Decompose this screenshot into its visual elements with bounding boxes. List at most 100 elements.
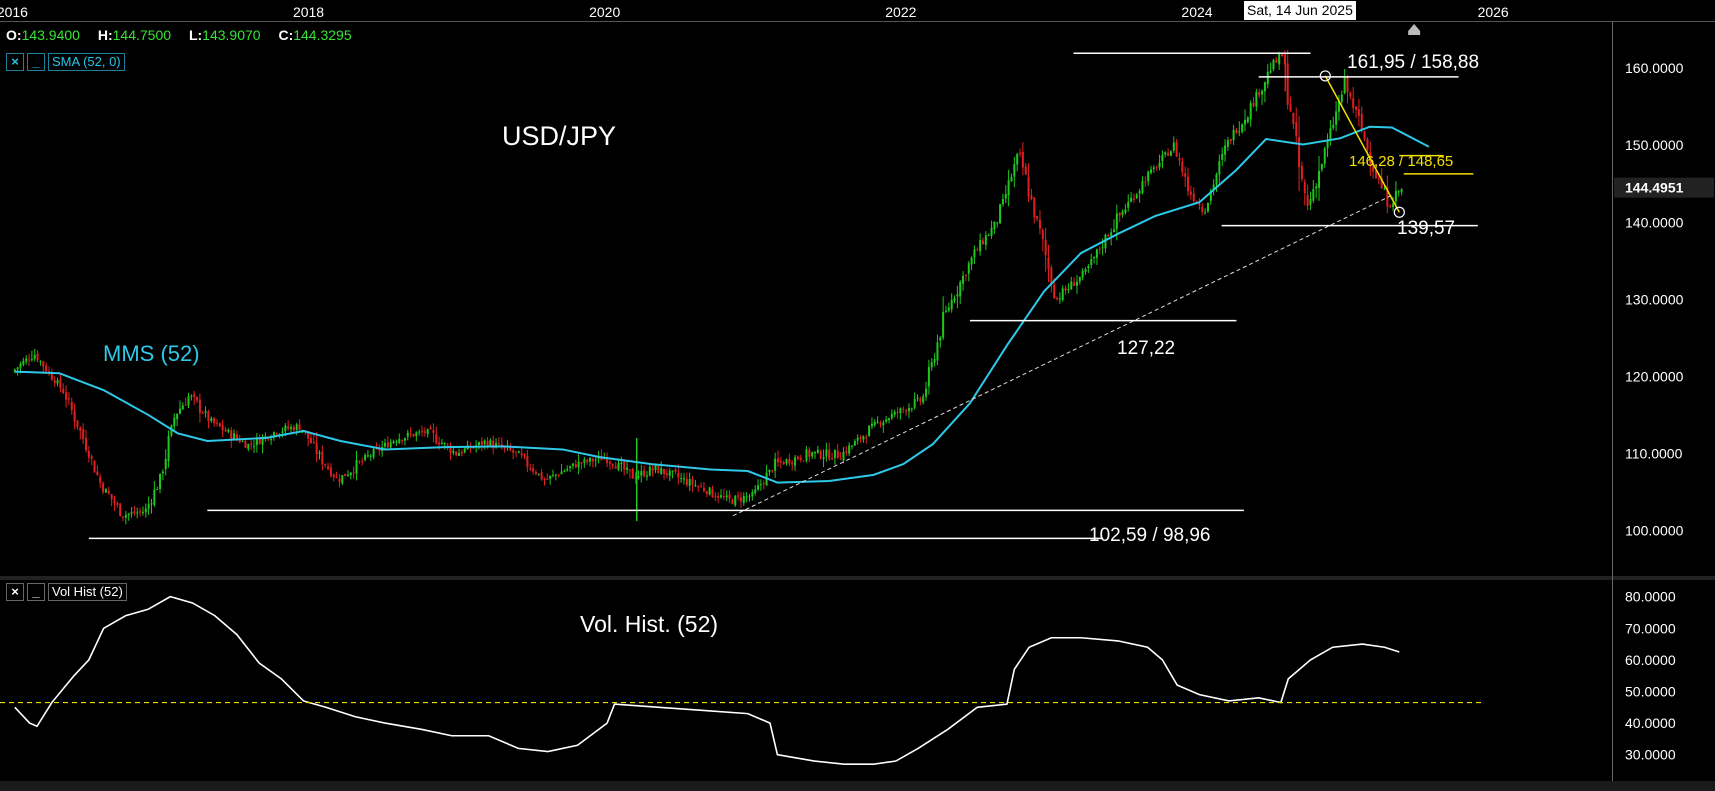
- candle-body: [292, 427, 295, 431]
- candle-body: [739, 497, 742, 502]
- candle-body: [198, 399, 201, 413]
- sma-close-button[interactable]: ×: [6, 53, 24, 71]
- candle: [660, 461, 663, 475]
- candle: [161, 469, 164, 481]
- y-tick-label: 100.0000: [1625, 522, 1684, 538]
- candle: [1192, 187, 1195, 206]
- candle: [102, 481, 105, 495]
- candle-body: [22, 360, 25, 365]
- candle: [45, 362, 48, 373]
- candle-body: [204, 411, 207, 413]
- sma-minimize-button[interactable]: _: [27, 53, 45, 71]
- candle-body: [526, 455, 529, 467]
- candle-body: [1150, 169, 1153, 173]
- candle: [1070, 276, 1073, 290]
- candle: [204, 406, 207, 418]
- volhist-minimize-button[interactable]: _: [27, 583, 45, 601]
- candle-body: [697, 486, 700, 488]
- candle: [925, 381, 928, 401]
- candle: [173, 413, 176, 432]
- candle: [700, 482, 703, 488]
- x-tick-label: 2026: [1478, 4, 1509, 20]
- candle: [1198, 197, 1201, 210]
- candle: [415, 431, 418, 442]
- candle: [739, 492, 742, 508]
- candle: [1016, 152, 1019, 172]
- candle: [1181, 157, 1184, 177]
- candle: [1038, 210, 1041, 235]
- candle-body: [1298, 137, 1301, 168]
- candle: [1036, 215, 1039, 222]
- candle-body: [344, 473, 347, 476]
- candle-body: [53, 380, 56, 384]
- candle: [523, 453, 526, 460]
- candle-body: [1229, 139, 1232, 142]
- candle-body: [93, 460, 96, 473]
- candle-body: [1098, 248, 1101, 250]
- candle: [885, 415, 888, 424]
- candle: [153, 481, 156, 508]
- vol-y-tick-label: 80.0000: [1625, 589, 1676, 605]
- candle: [1315, 183, 1318, 199]
- candle-body: [1019, 152, 1022, 154]
- candle: [745, 492, 748, 503]
- candle: [811, 451, 814, 459]
- candle: [947, 302, 950, 313]
- candle: [369, 453, 372, 462]
- candle-body: [907, 408, 910, 412]
- candle: [1292, 112, 1295, 130]
- candle: [930, 358, 933, 371]
- candle-body: [435, 434, 438, 444]
- candle: [1104, 233, 1107, 253]
- candle: [1249, 100, 1252, 127]
- candle: [993, 221, 996, 235]
- candle-body: [139, 511, 142, 513]
- candle: [96, 465, 99, 476]
- candle-body: [372, 449, 375, 458]
- volhist-close-button[interactable]: ×: [6, 583, 24, 601]
- candle-body: [312, 442, 315, 444]
- candle: [1013, 157, 1016, 188]
- crosshair-marker-base: [1408, 31, 1421, 35]
- candle: [714, 492, 717, 502]
- candle-body: [176, 413, 179, 420]
- candle: [1161, 150, 1164, 169]
- candle: [141, 506, 144, 516]
- support-trendline: [732, 194, 1393, 517]
- candle-body: [748, 496, 751, 498]
- candle: [1329, 119, 1332, 146]
- candle-body: [1033, 197, 1036, 217]
- sma-indicator-name[interactable]: SMA (52, 0): [48, 53, 125, 71]
- candle: [757, 479, 760, 492]
- candle: [62, 383, 65, 395]
- candle: [110, 493, 113, 507]
- candle: [694, 480, 697, 488]
- volhist-indicator-name[interactable]: Vol Hist (52): [48, 583, 127, 601]
- candle: [406, 429, 409, 441]
- candle: [1269, 62, 1272, 74]
- candle: [526, 449, 529, 473]
- candle-body: [836, 450, 839, 459]
- candle-body: [691, 479, 694, 485]
- candle-body: [141, 511, 144, 513]
- candle: [902, 406, 905, 414]
- candle-body: [1061, 288, 1064, 300]
- candle-body: [774, 458, 777, 471]
- candle: [329, 462, 332, 478]
- candle-body: [1275, 59, 1278, 63]
- candle-body: [1380, 178, 1383, 189]
- close-value: 144.3295: [293, 27, 352, 43]
- candle-body: [1141, 181, 1144, 193]
- candle-body: [1389, 205, 1392, 208]
- candle-body: [905, 409, 908, 412]
- candle-body: [1044, 240, 1047, 256]
- candle-body: [927, 366, 930, 387]
- candle: [680, 473, 683, 483]
- candle-body: [1064, 287, 1067, 291]
- candle: [771, 469, 774, 474]
- candle-body: [227, 429, 230, 432]
- candle-body: [1053, 284, 1056, 299]
- candle-body: [1272, 59, 1275, 70]
- candle-body: [460, 452, 463, 454]
